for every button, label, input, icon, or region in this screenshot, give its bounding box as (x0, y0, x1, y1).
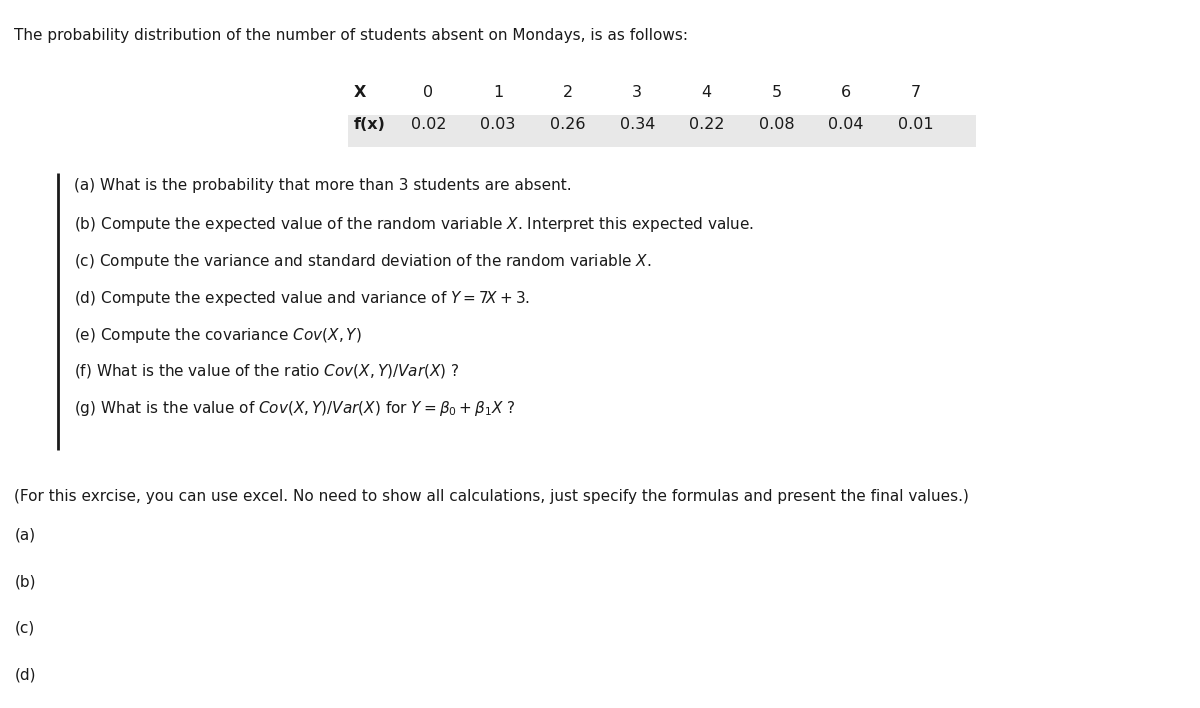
Text: (f) What is the value of the ratio $\mathit{Cov}(X, Y)/\mathit{Var}(X)$ ?: (f) What is the value of the ratio $\mat… (74, 362, 460, 380)
Text: (d) Compute the expected value and variance of $Y = 7X + 3$.: (d) Compute the expected value and varia… (74, 289, 530, 308)
Text: (c) Compute the variance and standard deviation of the random variable $\mathit{: (c) Compute the variance and standard de… (74, 252, 652, 271)
Text: (d): (d) (14, 668, 36, 683)
Text: The probability distribution of the number of students absent on Mondays, is as : The probability distribution of the numb… (14, 28, 689, 43)
Text: X: X (354, 85, 366, 100)
Text: 3: 3 (632, 85, 642, 100)
Text: 0.26: 0.26 (550, 117, 586, 132)
Text: (For this exrcise, you can use excel. No need to show all calculations, just spe: (For this exrcise, you can use excel. No… (14, 489, 970, 503)
FancyBboxPatch shape (348, 115, 976, 147)
Text: f(x): f(x) (354, 117, 386, 132)
Text: (e) Compute the covariance $\mathit{Cov}(X, Y)$: (e) Compute the covariance $\mathit{Cov}… (74, 326, 362, 345)
Text: 0.01: 0.01 (898, 117, 934, 132)
Text: (a): (a) (14, 527, 36, 542)
Text: 7: 7 (911, 85, 920, 100)
Text: (g) What is the value of $\mathit{Cov}(X, Y)/\mathit{Var}(X)$ for $Y = \beta_0 +: (g) What is the value of $\mathit{Cov}(X… (74, 399, 516, 418)
Text: 0.08: 0.08 (758, 117, 794, 132)
Text: 0.03: 0.03 (480, 117, 516, 132)
Text: 0.34: 0.34 (619, 117, 655, 132)
Text: 6: 6 (841, 85, 851, 100)
Text: 5: 5 (772, 85, 781, 100)
Text: 0.04: 0.04 (828, 117, 864, 132)
Text: (b): (b) (14, 574, 36, 589)
Text: (c): (c) (14, 621, 35, 636)
Text: 0.02: 0.02 (410, 117, 446, 132)
Text: 0.22: 0.22 (689, 117, 725, 132)
Text: 1: 1 (493, 85, 503, 100)
Text: 0: 0 (424, 85, 433, 100)
Text: 4: 4 (702, 85, 712, 100)
Text: (b) Compute the expected value of the random variable $\mathit{X}$. Interpret th: (b) Compute the expected value of the ra… (74, 215, 755, 234)
Text: 2: 2 (563, 85, 572, 100)
Text: (a) What is the probability that more than 3 students are absent.: (a) What is the probability that more th… (74, 178, 572, 193)
